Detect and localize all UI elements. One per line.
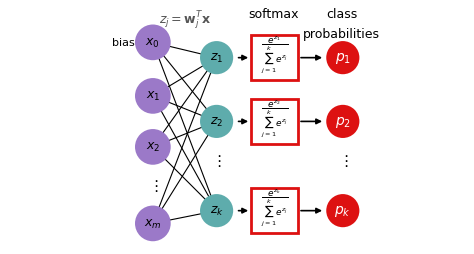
Circle shape (135, 130, 171, 165)
Text: $\dfrac{e^{z_k}}{\sum_{j=1}^{k} e^{z_j}}$: $\dfrac{e^{z_k}}{\sum_{j=1}^{k} e^{z_j}}… (261, 187, 288, 227)
Text: $z_{k}$: $z_{k}$ (210, 204, 224, 217)
Text: $\dfrac{e^{z_2}}{\sum_{j=1}^{k} e^{z_j}}$: $\dfrac{e^{z_2}}{\sum_{j=1}^{k} e^{z_j}}… (261, 98, 288, 138)
Text: $z_{2}$: $z_{2}$ (210, 115, 223, 129)
Text: $p_{k}$: $p_{k}$ (335, 203, 351, 218)
Circle shape (135, 206, 171, 241)
Circle shape (326, 194, 359, 227)
Circle shape (135, 25, 171, 61)
Text: $z_j = \mathbf{w}_j^T\mathbf{x}$: $z_j = \mathbf{w}_j^T\mathbf{x}$ (159, 10, 211, 32)
Text: $z_{1}$: $z_{1}$ (210, 52, 223, 65)
FancyBboxPatch shape (251, 188, 298, 233)
Text: softmax: softmax (249, 8, 299, 21)
Circle shape (135, 79, 171, 114)
Text: $x_{2}$: $x_{2}$ (146, 141, 160, 154)
Text: bias: bias (112, 38, 135, 48)
Circle shape (200, 42, 233, 75)
Text: $p_{1}$: $p_{1}$ (335, 51, 351, 66)
FancyBboxPatch shape (251, 100, 298, 144)
FancyBboxPatch shape (251, 36, 298, 81)
Text: $\vdots$: $\vdots$ (211, 152, 222, 168)
Circle shape (200, 194, 233, 227)
Text: probabilities: probabilities (303, 28, 380, 41)
Text: $\dfrac{e^{z_1}}{\sum_{j=1}^{k} e^{z_j}}$: $\dfrac{e^{z_1}}{\sum_{j=1}^{k} e^{z_j}}… (261, 34, 288, 75)
Text: class: class (326, 8, 357, 21)
Text: $p_{2}$: $p_{2}$ (335, 115, 351, 129)
Text: $\vdots$: $\vdots$ (148, 178, 158, 193)
Text: $\vdots$: $\vdots$ (337, 152, 348, 168)
Circle shape (200, 105, 233, 138)
Circle shape (326, 42, 359, 75)
Text: $x_{1}$: $x_{1}$ (146, 90, 160, 103)
Text: $x_{m}$: $x_{m}$ (144, 217, 162, 230)
Text: $x_{0}$: $x_{0}$ (146, 37, 160, 50)
Circle shape (326, 105, 359, 138)
